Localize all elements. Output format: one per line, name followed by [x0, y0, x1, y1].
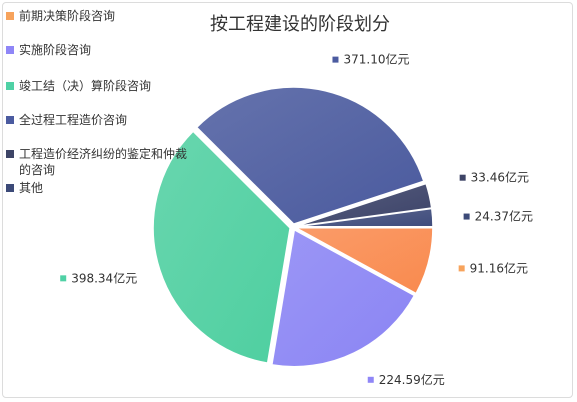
data-label-marker-other [463, 213, 470, 220]
data-label-marker-implementation [367, 376, 374, 383]
data-label-marker-completion-settlement [60, 275, 67, 282]
data-label-dispute-appraisal: 33.46亿元 [471, 170, 529, 185]
legend-label-pre-decision: 前期决策阶段咨询 [19, 9, 116, 23]
legend-item-other[interactable]: 其他 [6, 180, 189, 196]
legend-item-implementation[interactable]: 实施阶段咨询 [6, 42, 189, 58]
legend-label-dispute-appraisal: 工程造价经济纠纷的鉴定和仲裁的咨询 [19, 147, 188, 177]
legend-swatch-other [6, 184, 14, 192]
chart-title: 按工程建设的阶段划分 [210, 14, 390, 35]
data-label-implementation: 224.59亿元 [379, 372, 445, 387]
data-label-marker-whole-process [332, 56, 339, 63]
pie-slice-other[interactable] [295, 207, 434, 228]
data-label-other: 24.37亿元 [475, 209, 533, 224]
legend-swatch-dispute-appraisal [6, 150, 14, 158]
pie-slice-implementation[interactable] [270, 228, 416, 368]
pie-slice-whole-process[interactable] [195, 86, 425, 225]
legend-swatch-pre-decision [6, 12, 14, 20]
legend-swatch-completion-settlement [6, 82, 14, 90]
legend-item-whole-process[interactable]: 全过程工程造价咨询 [6, 112, 189, 128]
legend-label-whole-process: 全过程工程造价咨询 [19, 113, 128, 127]
legend-swatch-whole-process [6, 116, 14, 124]
legend-label-implementation: 实施阶段咨询 [19, 43, 92, 57]
data-label-whole-process: 371.10亿元 [343, 52, 409, 67]
data-label-pre-decision: 91.16亿元 [470, 260, 528, 275]
pie-slice-completion-settlement[interactable] [152, 130, 291, 364]
data-label-completion-settlement: 398.34亿元 [71, 270, 137, 285]
legend-item-dispute-appraisal[interactable]: 工程造价经济纠纷的鉴定和仲裁的咨询 [6, 146, 189, 178]
legend-label-other: 其他 [19, 181, 44, 195]
data-label-marker-pre-decision [458, 265, 465, 272]
legend-item-pre-decision[interactable]: 前期决策阶段咨询 [6, 8, 189, 24]
legend-label-completion-settlement: 竣工结（决）算阶段咨询 [19, 79, 152, 93]
pie-slice-pre-decision[interactable] [295, 226, 434, 295]
data-label-marker-dispute-appraisal [459, 174, 466, 181]
legend-item-completion-settlement[interactable]: 竣工结（决）算阶段咨询 [6, 78, 189, 94]
legend-swatch-implementation [6, 46, 14, 54]
